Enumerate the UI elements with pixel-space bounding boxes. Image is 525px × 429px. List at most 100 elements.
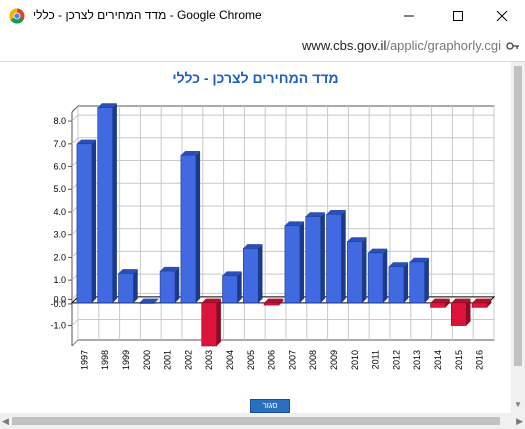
bar-side <box>91 139 97 303</box>
bar-side <box>403 262 409 303</box>
maximize-icon <box>453 10 463 21</box>
bar-side <box>237 271 242 303</box>
bar-top <box>243 244 263 249</box>
bar <box>388 266 405 304</box>
bar <box>451 302 467 326</box>
bar-top <box>388 262 409 267</box>
bar-side <box>299 221 305 303</box>
bar <box>471 302 488 308</box>
x-tick-label: 2009 <box>329 350 339 370</box>
bar <box>326 213 342 304</box>
bar-side <box>112 103 117 303</box>
grid-line-depth <box>71 137 79 145</box>
bar-top <box>160 266 180 272</box>
close-window-button[interactable] <box>479 0 525 31</box>
bar-top <box>222 271 242 276</box>
x-tick-label: 2014 <box>433 350 443 370</box>
page-content: מדד המחירים לצרכן - כללי 8.0 7.0 6.0 5.0 4.0… <box>0 62 511 413</box>
x-tick-label: 1998 <box>100 350 110 370</box>
bar-side <box>154 298 159 304</box>
bar <box>284 225 301 304</box>
maximize-button[interactable] <box>435 0 481 31</box>
x-tick-label: 2016 <box>475 350 485 370</box>
bar-top <box>368 248 388 253</box>
bar <box>409 261 425 304</box>
y-tick-label: -1.0 <box>50 321 66 331</box>
bar-side <box>133 269 138 303</box>
bar-top <box>347 237 367 242</box>
x-tick-label: 2003 <box>204 350 214 370</box>
y-tick-label: 2.0 <box>53 252 66 262</box>
y-tick-label: 6.0 <box>53 162 66 172</box>
chart-title: מדד המחירים לצרכן - כללי <box>172 70 339 86</box>
x-tick-label: 2000 <box>142 350 152 370</box>
x-tick-label: 2011 <box>371 350 381 369</box>
minimize-button[interactable] <box>386 0 432 31</box>
scroll-right-arrow-icon[interactable]: ▶ <box>516 416 523 426</box>
vertical-scrollbar[interactable]: ▼ <box>511 62 525 413</box>
bar-top <box>472 298 492 303</box>
horizontal-scroll-thumb[interactable] <box>12 417 500 425</box>
bar-top <box>284 221 305 226</box>
x-tick-label: 2010 <box>350 350 360 370</box>
x-tick-label: 2007 <box>287 350 297 370</box>
bar-side <box>424 257 429 303</box>
y-tick-label: 3.0 <box>53 230 66 240</box>
y-tick-label: 5.0 <box>53 184 66 194</box>
bar-side <box>175 266 180 303</box>
bar-chart: 8.0 7.0 6.0 5.0 4.0 3.0 2.0 1.0 0.0-0.0 -1.0 1997 1… <box>50 103 496 370</box>
bar-top <box>76 139 97 144</box>
bar-top <box>451 298 471 303</box>
horizontal-scrollbar[interactable]: ◀ ▶ <box>0 413 525 429</box>
bar <box>76 143 93 304</box>
bar-side <box>279 298 284 306</box>
vertical-scroll-thumb[interactable] <box>514 66 522 366</box>
x-tick-label: 2013 <box>412 350 422 370</box>
y-tick-label: 1.0 <box>53 275 66 285</box>
close-icon <box>496 10 508 21</box>
bar <box>430 302 446 308</box>
bar-side <box>466 298 471 326</box>
bar-top <box>180 150 201 156</box>
scroll-down-arrow-icon[interactable]: ▼ <box>514 400 522 409</box>
bar-side <box>195 150 201 303</box>
y-tick-label: 7.0 <box>53 139 66 149</box>
x-tick-label: 2004 <box>225 350 235 370</box>
close-button[interactable]: סגור <box>250 399 290 413</box>
x-tick-label: 2001 <box>163 350 173 370</box>
bar-top <box>118 269 138 274</box>
bar-top <box>201 298 221 303</box>
chrome-icon <box>9 8 25 24</box>
x-tick-label: 2012 <box>391 350 401 370</box>
bar-side <box>383 248 388 303</box>
x-tick-label: 2002 <box>183 350 193 370</box>
y-tick-label: 0.0 <box>53 294 66 304</box>
bar <box>305 216 321 304</box>
minimize-icon <box>404 15 414 16</box>
bar <box>243 248 259 304</box>
bar-side <box>216 298 221 346</box>
bar <box>139 302 155 304</box>
address-bar[interactable]: www.cbs.gov.il/applic/graphorly.cgi <box>0 31 525 62</box>
bar-top <box>139 298 159 303</box>
bar <box>159 270 176 304</box>
bar-top <box>305 212 325 217</box>
bar <box>263 302 280 306</box>
x-tick-label: 1997 <box>79 350 89 370</box>
bar <box>201 302 217 347</box>
y-tick-label: 4.0 <box>53 207 66 217</box>
bar-side <box>362 237 367 303</box>
bar-side <box>320 212 325 303</box>
scroll-left-arrow-icon[interactable]: ◀ <box>2 416 9 426</box>
key-icon[interactable] <box>506 39 520 53</box>
bar-side <box>341 210 346 303</box>
y-axis-depth-line <box>71 105 79 113</box>
bar <box>367 252 384 304</box>
bar <box>97 107 113 304</box>
url-text[interactable]: www.cbs.gov.il/applic/graphorly.cgi <box>302 38 501 53</box>
bar-side <box>445 298 450 308</box>
title-bar: מדד המחירים לצרכן - כללי - Google Chrome <box>0 0 525 32</box>
bar-top <box>97 103 117 108</box>
url-host: www.cbs.gov.il <box>302 38 387 53</box>
bar-top <box>326 210 346 215</box>
